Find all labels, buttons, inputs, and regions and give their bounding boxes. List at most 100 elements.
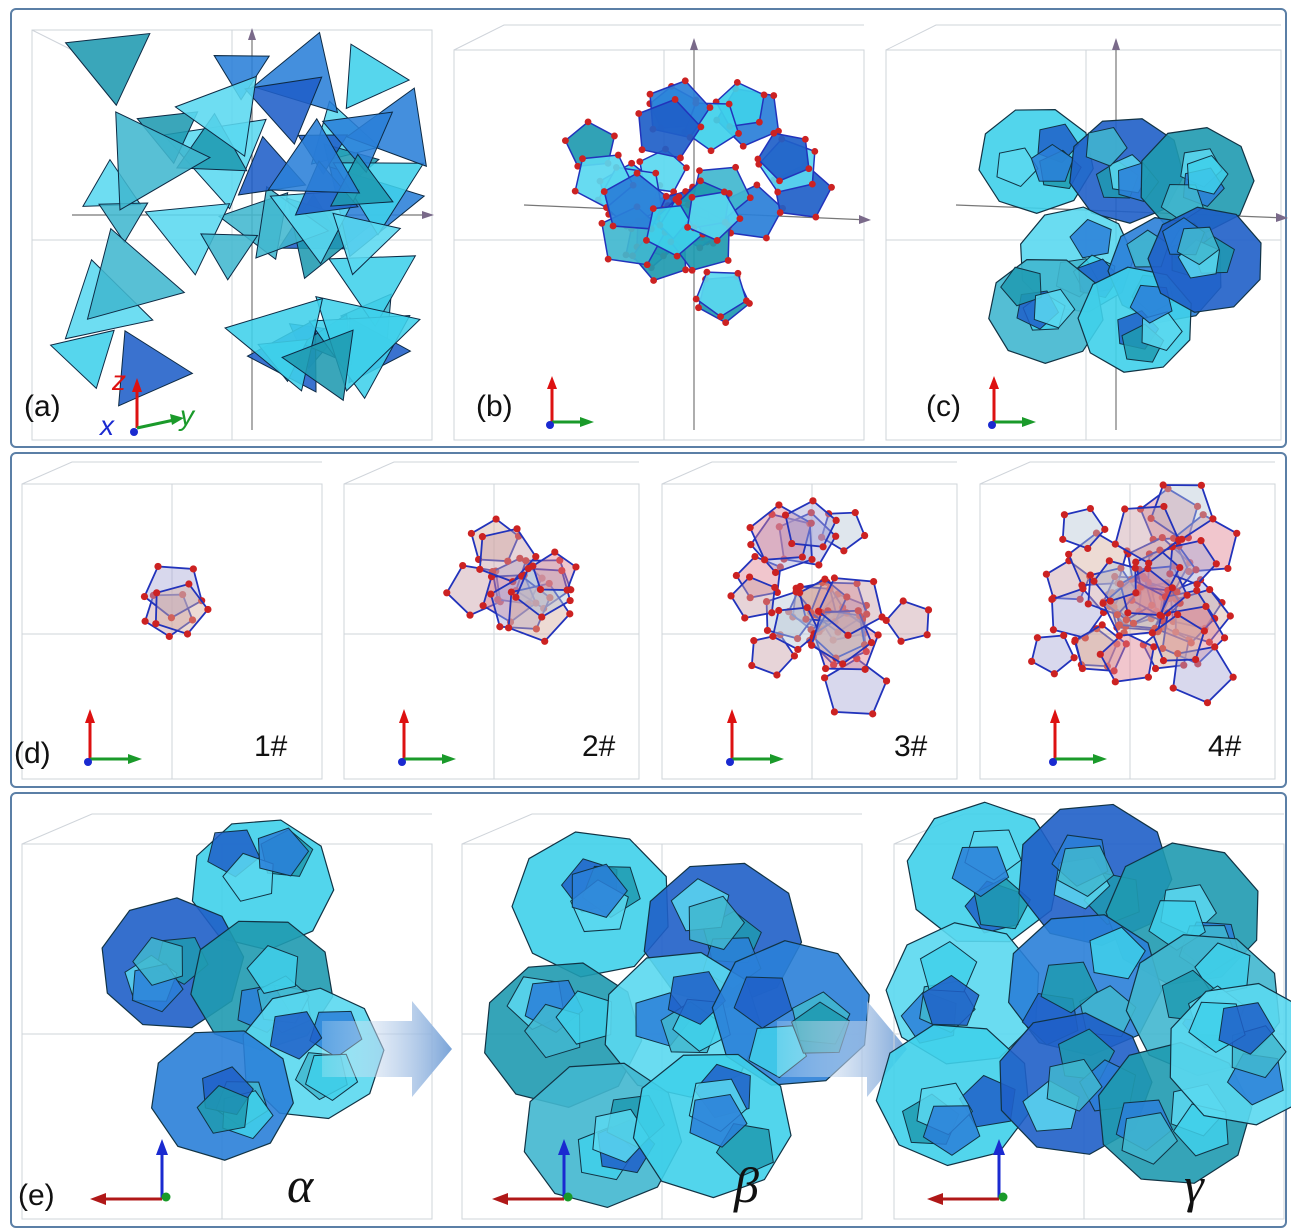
atom-sphere xyxy=(558,566,566,575)
cluster-face xyxy=(1161,605,1226,665)
atom-sphere xyxy=(788,539,796,548)
cluster-face xyxy=(809,581,868,634)
atom-sphere xyxy=(512,593,520,601)
cluster-4-panel: 4# xyxy=(970,454,1286,786)
axis-triad xyxy=(90,1139,171,1205)
cluster-face xyxy=(154,582,210,636)
atom-sphere xyxy=(1183,591,1191,599)
tetrahedron-shape xyxy=(281,329,354,402)
atom-sphere xyxy=(745,573,754,581)
atom-sphere xyxy=(1090,577,1098,585)
atom-sphere xyxy=(1233,529,1241,537)
polyhedron-face xyxy=(1089,926,1146,980)
atom-sphere xyxy=(801,135,809,143)
cluster-face xyxy=(817,577,884,637)
polyhedron-face xyxy=(132,936,183,986)
panel-c-label: (c) xyxy=(926,390,961,423)
polyhedron-face xyxy=(1218,1002,1276,1055)
polyhedron-face xyxy=(733,976,793,1029)
pentagon-face xyxy=(756,132,810,182)
cluster-1-panel: (d) 1# xyxy=(12,454,332,786)
atom-sphere xyxy=(924,606,933,614)
cluster-face xyxy=(1061,507,1106,550)
atom-sphere xyxy=(717,313,724,321)
atom-sphere xyxy=(1197,481,1205,489)
atom-sphere xyxy=(688,193,696,201)
panel-b: (b) xyxy=(444,10,874,446)
atom-sphere xyxy=(1160,502,1168,511)
atom-sphere xyxy=(1220,634,1229,642)
atom-sphere xyxy=(1141,574,1149,583)
atom-sphere xyxy=(600,188,608,195)
cluster-face xyxy=(771,606,821,651)
atom-sphere xyxy=(770,129,778,137)
atom-sphere xyxy=(820,674,829,682)
atom-sphere xyxy=(494,596,502,604)
cluster-3-structure xyxy=(661,461,958,780)
phase-alpha-structure xyxy=(21,813,452,1220)
atom-sphere xyxy=(743,297,750,305)
atom-sphere xyxy=(1180,661,1188,669)
atom-sphere xyxy=(584,118,592,126)
atom-sphere xyxy=(739,142,747,150)
atom-sphere xyxy=(609,222,617,230)
atom-sphere xyxy=(828,183,835,191)
atom-sphere xyxy=(478,533,487,541)
atom-sphere xyxy=(763,234,770,242)
cluster-1-index: 1# xyxy=(254,730,288,763)
atom-sphere xyxy=(681,77,689,85)
atom-sphere xyxy=(878,613,886,621)
atom-sphere xyxy=(808,555,816,564)
polyhedron-face xyxy=(921,974,980,1026)
pentagon-face xyxy=(695,271,748,318)
tetrahedron-shape xyxy=(328,255,417,328)
atom-sphere xyxy=(561,137,569,144)
polyhedron-face xyxy=(689,1093,748,1148)
atom-sphere xyxy=(1200,627,1208,635)
atom-sphere xyxy=(1106,597,1114,605)
cluster-face xyxy=(729,575,776,619)
atom-sphere xyxy=(467,529,475,538)
atom-sphere xyxy=(1060,511,1069,519)
cluster-3-panel: 3# xyxy=(652,454,968,786)
atom-sphere xyxy=(165,632,173,641)
atom-sphere xyxy=(839,660,847,668)
atom-sphere xyxy=(746,194,754,202)
atom-sphere xyxy=(746,524,754,532)
atom-sphere xyxy=(1175,536,1183,544)
polyhedron-face xyxy=(592,1108,650,1163)
atom-sphere xyxy=(1199,511,1207,519)
cluster-face xyxy=(1151,613,1206,662)
atom-sphere xyxy=(811,147,819,155)
transition-arrow-icon xyxy=(322,1001,452,1097)
cluster-face xyxy=(885,599,930,643)
atom-sphere xyxy=(1148,629,1156,637)
atom-sphere xyxy=(773,671,781,679)
atom-sphere xyxy=(504,557,512,565)
phase-gamma-panel: γ xyxy=(875,794,1291,1226)
atom-sphere xyxy=(1042,570,1051,578)
atom-sphere xyxy=(697,177,704,185)
cluster-face xyxy=(1030,634,1076,675)
atom-sphere xyxy=(574,162,582,170)
tetrahedron-shape xyxy=(243,76,323,146)
atom-sphere xyxy=(532,599,540,607)
cluster-1-structure xyxy=(21,461,323,780)
cluster-face xyxy=(1099,631,1155,683)
atom-sphere xyxy=(1048,595,1056,603)
panel-a: (a) z x y xyxy=(12,10,442,446)
panel-a-label: (a) xyxy=(24,390,61,423)
atom-sphere xyxy=(1105,557,1113,565)
atom-sphere xyxy=(1224,564,1232,573)
atom-sphere xyxy=(532,625,540,633)
atom-sphere xyxy=(1129,619,1138,627)
polyhedron-face xyxy=(246,945,299,994)
atom-sphere xyxy=(854,607,862,615)
atom-sphere xyxy=(796,582,804,591)
atom-sphere xyxy=(1111,572,1119,581)
atom-sphere xyxy=(1226,612,1234,620)
cluster-face xyxy=(810,609,873,666)
atom-sphere xyxy=(154,562,162,571)
atom-sphere xyxy=(754,155,762,163)
tetrahedron-shape xyxy=(64,32,151,107)
